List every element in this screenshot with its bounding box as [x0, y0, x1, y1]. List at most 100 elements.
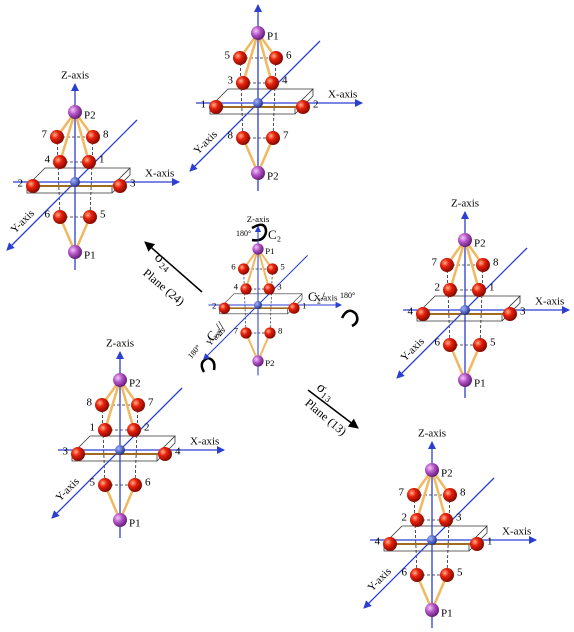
- p-atom: [425, 603, 439, 617]
- atom: [98, 478, 112, 492]
- atom-label: 3: [456, 512, 462, 524]
- atom: [288, 302, 300, 314]
- p-atom: [458, 373, 472, 387]
- atom-label: 2: [313, 99, 319, 111]
- atom-label: 6: [402, 567, 408, 579]
- atom-label: 5: [100, 209, 106, 221]
- atom-label: 2: [435, 282, 441, 294]
- atom-label: 8: [103, 129, 109, 141]
- molecule: Z-axis X-axis Y-axis 5 6 3 4 1 2 8 7 P1 P2: [189, 0, 363, 191]
- atom: [443, 283, 457, 297]
- atom: [269, 51, 283, 65]
- atom-label: 6: [145, 477, 151, 489]
- p-atom: [425, 463, 439, 477]
- atom: [503, 307, 517, 321]
- atom: [131, 398, 145, 412]
- p-label: P1: [84, 250, 96, 262]
- p-label: P2: [265, 358, 274, 368]
- sigma24-arrow: [144, 241, 203, 293]
- atom-label: 3: [130, 178, 136, 190]
- atom-label: 8: [493, 257, 499, 269]
- atom-label: 2: [212, 301, 216, 311]
- bond: [256, 32, 274, 84]
- p-atom: [113, 513, 127, 527]
- atom-label: 4: [375, 536, 381, 548]
- atom: [240, 327, 252, 339]
- atom: [407, 488, 421, 502]
- y-axis-label: Y-axis: [365, 565, 393, 593]
- z-axis-label: Z-axis: [451, 198, 479, 210]
- z-axis-label: Z-axis: [247, 214, 270, 224]
- c2-prime-rotation: [340, 309, 359, 328]
- center-atom: [254, 301, 262, 309]
- p-label: P2: [267, 171, 279, 183]
- c2-double-prime-angle: 180°: [186, 343, 203, 360]
- molecule: Z-axis X-axis Y-axis 7 8 2 3 4 1 6 5 P2 P1: [363, 428, 537, 628]
- p-atom: [68, 245, 82, 259]
- atom: [265, 76, 279, 90]
- atom: [410, 568, 424, 582]
- atom: [50, 130, 64, 144]
- atom-label: 4: [408, 306, 414, 318]
- center-atom: [253, 98, 263, 108]
- bond: [430, 469, 448, 521]
- y-axis-label: Y-axis: [8, 207, 36, 235]
- atom: [264, 327, 276, 339]
- atom-label: 1: [302, 301, 306, 311]
- p-label: P2: [441, 468, 453, 480]
- atom-label: 1: [487, 536, 493, 548]
- x-axis-label: X-axis: [190, 436, 219, 448]
- p-atom: [252, 243, 264, 255]
- atom-label: 5: [457, 567, 463, 579]
- p-label: P2: [84, 110, 96, 122]
- atom-label: 1: [99, 154, 105, 166]
- c2-double-prime-rotation: [200, 356, 216, 373]
- center-atom: [460, 305, 470, 315]
- atom: [238, 263, 250, 275]
- z-axis-label: Z-axis: [61, 70, 89, 82]
- atom: [128, 478, 142, 492]
- atom-label: 5: [225, 50, 231, 62]
- atom-label: 2: [18, 178, 24, 190]
- p-atom: [458, 233, 472, 247]
- atom: [476, 258, 490, 272]
- atom: [98, 423, 112, 437]
- p-label: P2: [129, 378, 141, 390]
- molecule: Z-axis X-axis Y-axis 7 8 2 1 4 3 6 5 P2 P1: [396, 198, 570, 398]
- atom: [218, 302, 230, 314]
- p-atom: [113, 373, 127, 387]
- c2-prime-angle: 180°: [340, 291, 355, 300]
- atom-label: 7: [432, 257, 438, 269]
- atom: [209, 100, 223, 114]
- bond: [118, 379, 136, 431]
- atom: [240, 283, 252, 295]
- p-label: P1: [267, 31, 279, 43]
- atom: [440, 568, 454, 582]
- molecule: Z-axis X-axis Y-axis 7 8 4 1 2 3 6 5 P2 P1: [6, 70, 180, 270]
- atom-label: 3: [63, 446, 69, 458]
- bond: [463, 239, 481, 291]
- p-label: P1: [474, 378, 486, 390]
- atom-label: 3: [228, 75, 234, 87]
- x-axis-label: X-axis: [328, 89, 357, 101]
- atom: [236, 131, 250, 145]
- atom-label: 1: [90, 422, 96, 434]
- atom: [127, 423, 141, 437]
- z-axis-label: Z-axis: [244, 0, 272, 3]
- atom: [26, 179, 40, 193]
- atom: [86, 130, 100, 144]
- atom: [473, 338, 487, 352]
- z-axis-label: Z-axis: [106, 338, 134, 350]
- x-axis-label: X-axis: [314, 293, 338, 303]
- center-atom: [115, 445, 125, 455]
- bond: [73, 111, 91, 163]
- atom-label: 8: [228, 130, 234, 142]
- y-axis-label: Y-axis: [398, 335, 426, 363]
- bond: [245, 248, 259, 290]
- atom-label: 5: [90, 477, 96, 489]
- y-axis-label: Y-axis: [53, 475, 81, 503]
- atom: [472, 283, 486, 297]
